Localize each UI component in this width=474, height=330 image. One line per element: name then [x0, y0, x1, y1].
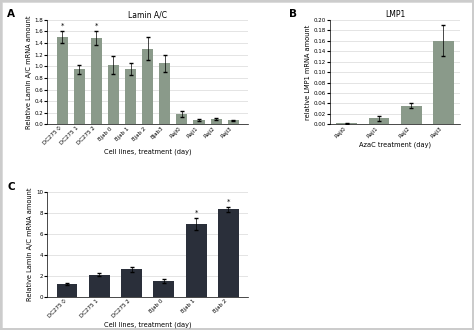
Y-axis label: Relative Lamin A/C mRNA amount: Relative Lamin A/C mRNA amount [27, 188, 34, 301]
Bar [433, 41, 454, 124]
Bar [56, 284, 77, 297]
Bar [121, 269, 142, 297]
Bar [193, 120, 205, 124]
X-axis label: Cell lines, treatment (day): Cell lines, treatment (day) [104, 321, 191, 328]
Bar [210, 119, 222, 124]
Bar [368, 118, 390, 124]
X-axis label: AzaC treatment (day): AzaC treatment (day) [359, 142, 431, 148]
Bar [228, 120, 239, 124]
Bar [73, 69, 85, 124]
Y-axis label: relative LMP1 mRNA amount: relative LMP1 mRNA amount [305, 24, 311, 120]
Title: Lamin A/C: Lamin A/C [128, 10, 167, 19]
Bar [142, 49, 153, 124]
Bar [91, 38, 102, 124]
Text: *: * [95, 23, 98, 29]
Text: *: * [194, 210, 198, 216]
Bar [125, 69, 136, 124]
Text: A: A [7, 9, 15, 19]
Bar [218, 209, 239, 297]
Bar [108, 65, 119, 124]
Text: B: B [289, 9, 297, 19]
Bar [153, 281, 174, 297]
Text: *: * [227, 198, 230, 204]
X-axis label: Cell lines, treatment (day): Cell lines, treatment (day) [104, 149, 191, 155]
Bar [56, 37, 68, 124]
Y-axis label: Relative Lamin A/C mRNA amount: Relative Lamin A/C mRNA amount [26, 16, 32, 129]
Bar [89, 275, 110, 297]
Bar [401, 106, 422, 124]
Text: *: * [60, 23, 64, 29]
Text: C: C [7, 182, 15, 192]
Bar [336, 123, 357, 124]
Bar [159, 63, 170, 124]
Title: LMP1: LMP1 [385, 10, 405, 19]
Bar [176, 114, 187, 124]
Bar [186, 224, 207, 297]
